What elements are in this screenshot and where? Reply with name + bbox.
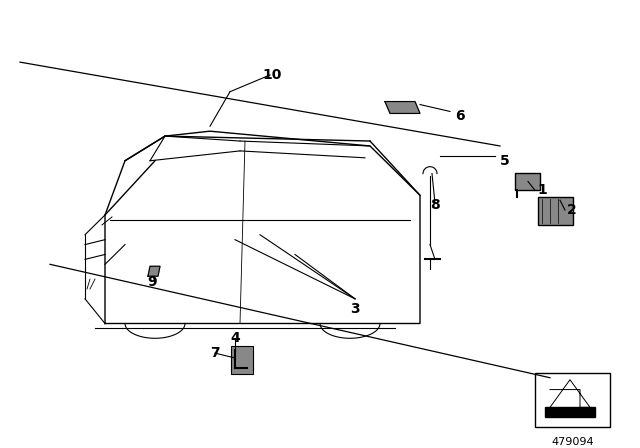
Text: 1: 1 (537, 183, 547, 198)
Text: 479094: 479094 (551, 437, 594, 447)
Text: 8: 8 (430, 198, 440, 212)
Text: 2: 2 (567, 203, 577, 217)
Text: 6: 6 (455, 109, 465, 123)
Bar (538, 197, 573, 225)
Text: 10: 10 (262, 68, 282, 82)
Polygon shape (545, 407, 595, 417)
Text: 7: 7 (210, 346, 220, 360)
Text: 5: 5 (500, 154, 510, 168)
Text: 9: 9 (147, 275, 157, 289)
Text: 3: 3 (350, 302, 360, 316)
Polygon shape (148, 266, 160, 276)
Polygon shape (385, 102, 420, 113)
Bar (515, 172, 540, 190)
Bar (231, 346, 253, 374)
Text: 4: 4 (230, 331, 240, 345)
Bar (535, 373, 610, 427)
